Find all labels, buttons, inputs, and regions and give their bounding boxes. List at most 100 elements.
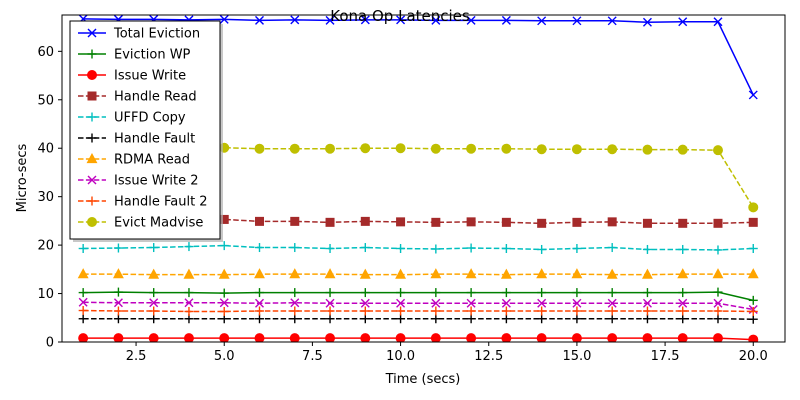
- data-point-issue-write-2: [396, 298, 406, 308]
- data-point-handle-read: [537, 218, 547, 228]
- data-point-issue-write-2: [466, 298, 476, 308]
- data-point-uffd-copy: [537, 244, 547, 254]
- series-line-issue-write-2: [83, 301, 754, 311]
- data-point-eviction-wp: [572, 288, 582, 298]
- data-point-eviction-wp: [396, 288, 406, 298]
- data-point-eviction-wp: [255, 288, 265, 298]
- data-point-total-eviction: [572, 16, 582, 26]
- legend-label: Handle Fault: [114, 132, 195, 147]
- data-point-uffd-copy: [607, 243, 617, 253]
- data-point-uffd-copy: [748, 244, 758, 254]
- legend-label: Issue Write 2: [114, 174, 198, 189]
- data-point-issue-write: [571, 333, 582, 342]
- y-axis-label: Micro-secs: [15, 143, 30, 212]
- data-point-rdma-read: [77, 268, 89, 279]
- data-point-eviction-wp: [325, 288, 335, 298]
- data-point-issue-write: [325, 333, 336, 342]
- data-point-uffd-copy: [396, 244, 406, 254]
- data-point-rdma-read: [712, 268, 724, 279]
- data-point-handle-read: [572, 217, 582, 227]
- series-handle-fault-2: [78, 306, 758, 316]
- data-point-total-eviction: [360, 15, 370, 25]
- data-point-uffd-copy: [255, 243, 265, 253]
- data-point-eviction-wp: [748, 295, 758, 305]
- data-point-rdma-read: [536, 268, 548, 279]
- data-point-handle-fault: [642, 314, 652, 324]
- y-tick-label: 30: [37, 190, 54, 205]
- series-line-eviction-wp: [83, 291, 754, 302]
- data-point-handle-read: [255, 216, 265, 226]
- data-point-issue-write-2: [642, 298, 652, 308]
- data-point-handle-read: [713, 218, 723, 228]
- data-point-total-eviction: [219, 15, 229, 24]
- y-tick-label: 0: [46, 336, 54, 351]
- data-point-handle-fault: [748, 314, 758, 324]
- data-point-handle-read: [396, 217, 406, 227]
- data-point-total-eviction: [748, 90, 758, 100]
- data-point-eviction-wp: [78, 288, 88, 298]
- data-point-issue-write-2: [607, 298, 617, 308]
- data-point-handle-fault-2: [255, 306, 265, 316]
- data-point-total-eviction: [713, 17, 723, 27]
- legend-label: Eviction WP: [114, 48, 191, 63]
- series-issue-write-2: [78, 297, 758, 315]
- data-point-handle-fault: [290, 314, 300, 324]
- legend-entry-rdma-read: RDMA Read: [78, 153, 190, 168]
- legend-label: RDMA Read: [114, 153, 190, 168]
- data-point-handle-fault-2: [396, 306, 406, 316]
- series-line-total-eviction: [83, 18, 754, 96]
- data-point-rdma-read: [465, 268, 477, 279]
- data-point-uffd-copy: [149, 243, 159, 253]
- data-point-issue-write: [748, 334, 759, 342]
- legend-entry-handle-fault: Handle Fault: [78, 132, 195, 147]
- data-point-eviction-wp: [184, 288, 194, 298]
- data-point-issue-write-2: [113, 298, 123, 308]
- x-tick-label: 15.0: [562, 349, 591, 364]
- data-point-eviction-wp: [501, 288, 511, 298]
- legend-label: UFFD Copy: [114, 111, 186, 126]
- data-point-issue-write-2: [713, 298, 723, 308]
- legend-label: Handle Read: [114, 90, 197, 105]
- data-point-issue-write-2: [325, 298, 335, 308]
- legend-marker: [87, 91, 97, 101]
- data-point-handle-fault-2: [466, 306, 476, 316]
- series-total-eviction: [78, 15, 758, 100]
- data-point-uffd-copy: [325, 244, 335, 254]
- data-point-evict-madvise: [360, 143, 371, 154]
- data-point-evict-madvise: [642, 144, 653, 155]
- data-point-evict-madvise: [254, 143, 265, 154]
- data-point-issue-write: [183, 333, 194, 342]
- data-point-uffd-copy: [431, 244, 441, 254]
- y-tick-label: 50: [37, 93, 54, 108]
- series-rdma-read: [77, 268, 759, 279]
- data-point-issue-write-2: [184, 298, 194, 308]
- legend-marker: [87, 28, 97, 38]
- data-point-issue-write-2: [501, 298, 511, 308]
- data-point-uffd-copy: [290, 243, 300, 253]
- data-point-handle-fault: [572, 314, 582, 324]
- data-point-uffd-copy: [466, 243, 476, 253]
- data-point-total-eviction: [255, 15, 264, 25]
- legend-marker: [87, 70, 97, 80]
- y-tick-label: 60: [37, 45, 54, 60]
- x-tick-label: 7.5: [302, 349, 323, 364]
- data-point-handle-fault: [678, 314, 688, 324]
- data-point-eviction-wp: [290, 288, 300, 298]
- data-point-handle-fault: [607, 314, 617, 324]
- data-point-evict-madvise: [536, 144, 547, 155]
- data-point-handle-read: [678, 218, 688, 228]
- data-point-handle-fault-2: [537, 306, 547, 316]
- data-point-handle-read: [642, 218, 652, 228]
- data-point-handle-fault-2: [78, 306, 88, 316]
- data-point-issue-write: [607, 333, 618, 342]
- y-tick-label: 10: [37, 287, 54, 302]
- data-point-total-eviction: [431, 15, 441, 25]
- data-point-issue-write-2: [255, 298, 264, 308]
- data-point-total-eviction: [501, 15, 511, 25]
- data-point-uffd-copy: [360, 243, 370, 253]
- data-point-evict-madvise: [395, 143, 406, 154]
- legend-marker: [87, 112, 97, 122]
- y-tick-label: 20: [37, 239, 54, 254]
- series-issue-write: [78, 333, 759, 342]
- data-point-rdma-read: [112, 268, 124, 279]
